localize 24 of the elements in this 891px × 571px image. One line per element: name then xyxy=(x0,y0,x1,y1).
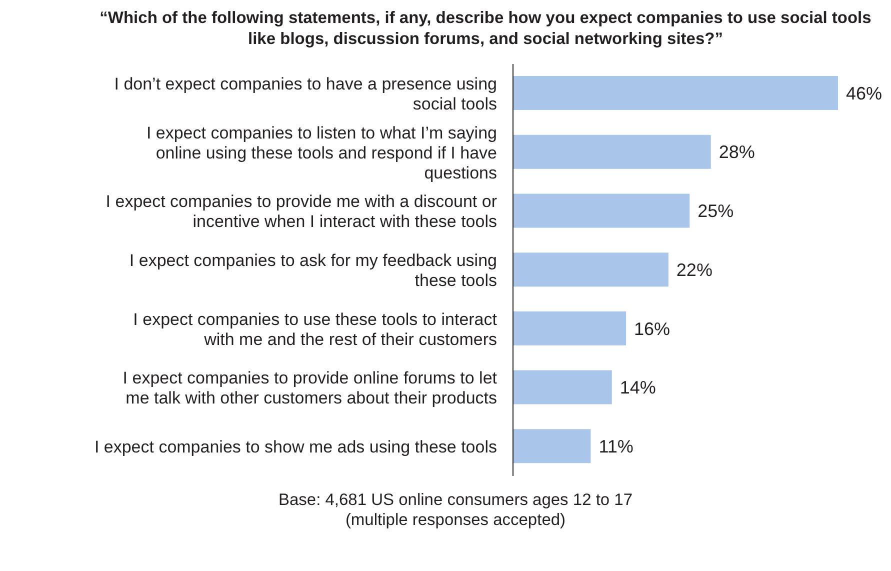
data-label: 46% xyxy=(846,83,882,104)
y-tick-label: I expect companies to show me ads using these tools xyxy=(94,438,497,457)
text: Base: 4,681 US online consumers ages 12 to 17 xyxy=(277,490,634,510)
y-tick-label: I expect companies to provide online forums to let me talk with other customers about their products xyxy=(122,368,498,408)
bar xyxy=(513,311,626,346)
data-label: 11% xyxy=(598,436,634,457)
text: (multiple responses accepted) xyxy=(344,510,567,530)
y-tick-label: I expect companies to provide me with a discount or incentive when I interact with these tools xyxy=(106,192,498,232)
bar xyxy=(513,252,668,287)
y-tick-label: I expect companies to use these tools to interact with me and the rest of their customers xyxy=(133,310,498,349)
y-tick-label: I expect companies to listen to what I’m saying online using these tools and respond if I have questions xyxy=(146,123,497,182)
bar xyxy=(513,134,711,169)
data-label: 16% xyxy=(634,318,670,339)
bar xyxy=(513,370,612,404)
y-tick-label: I expect companies to ask for my feedback using these tools xyxy=(129,251,497,290)
data-label: 28% xyxy=(718,142,755,162)
bar xyxy=(513,194,690,228)
data-label: 25% xyxy=(698,201,734,222)
chart-title: “Which of the following statements, if any, describe how you expect companies to use social tools like blogs, discussion forums, and social networking sites?” xyxy=(98,8,872,50)
bar xyxy=(513,76,838,110)
data-label: 22% xyxy=(676,260,712,280)
bar xyxy=(513,429,591,464)
y-tick-label: I don’t expect companies to have a presence using social tools xyxy=(114,74,497,114)
data-label: 14% xyxy=(620,378,656,398)
